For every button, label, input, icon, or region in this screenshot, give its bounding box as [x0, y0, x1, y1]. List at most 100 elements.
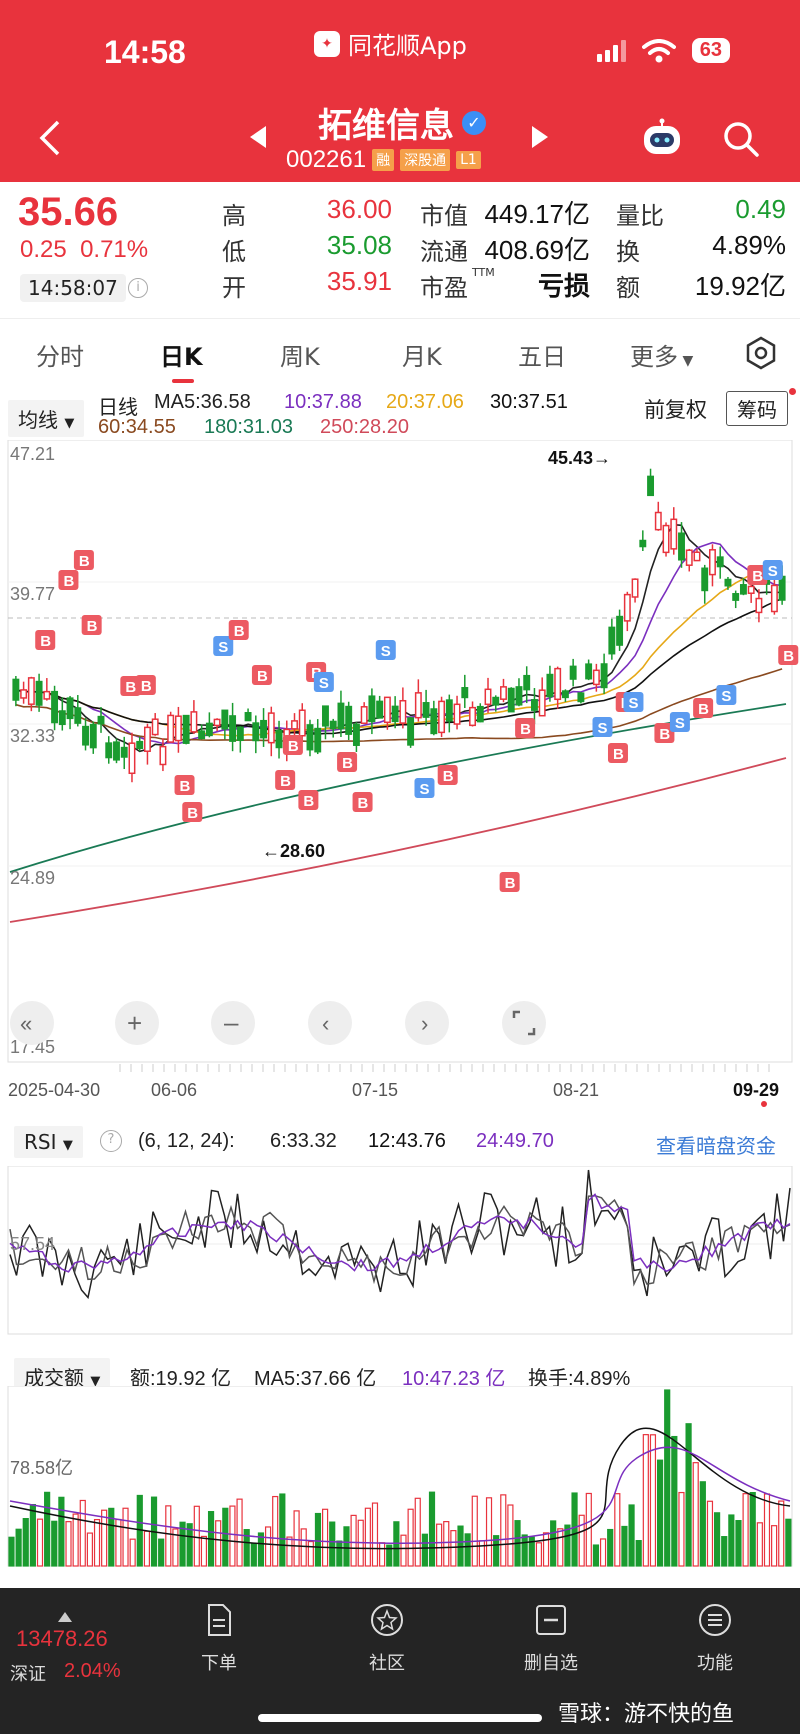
float-label: 流通 [420, 238, 468, 266]
dark-pool-link[interactable]: 查看暗盘资金 [656, 1136, 776, 1158]
buy-marker [337, 752, 358, 772]
rsi-params: (6, 12, 24): [138, 1130, 235, 1152]
back-button[interactable] [36, 118, 64, 166]
tab-more[interactable]: 更多 ▼ [630, 337, 693, 372]
settings-icon[interactable] [744, 336, 778, 370]
volume-bar-down [571, 1492, 578, 1567]
candle-down [701, 567, 709, 592]
candle-down [182, 714, 190, 744]
buy-marker [174, 775, 195, 795]
rsi-plot-frame [7, 1166, 793, 1335]
volume-bar-up [236, 1498, 243, 1567]
volume-bar-up [65, 1521, 72, 1567]
candle-down [732, 593, 740, 601]
kline-chart[interactable]: BBBBBBBBSBBBBBBSBBSSBBBSBBSBSBSBSB 45.43… [0, 440, 800, 1120]
candle-up [623, 593, 631, 622]
ma10-value: 10:37.88 [284, 391, 362, 413]
help-icon[interactable]: ? [100, 1130, 122, 1152]
x-tick-1: 06-06 [151, 1080, 197, 1100]
info-icon[interactable]: i [128, 278, 148, 298]
candle-up [43, 690, 51, 700]
volume-bar-up [193, 1505, 200, 1567]
order-button[interactable]: 下单 [174, 1602, 264, 1675]
volume-bar-down [58, 1496, 65, 1567]
adjust-mode[interactable]: 前复权 [644, 399, 707, 422]
volume-bar-up [535, 1542, 543, 1567]
candle-down [530, 699, 538, 711]
sell-marker [375, 640, 396, 660]
prev-stock-button[interactable] [248, 124, 268, 157]
notification-dot [789, 388, 796, 395]
mcap-label: 市值 [420, 202, 468, 230]
candle-up [143, 726, 151, 752]
next-stock-button[interactable] [530, 124, 550, 157]
stock-code: 002261 [286, 146, 367, 173]
candle-down [329, 720, 337, 730]
candle-down [205, 722, 213, 737]
candle-down [445, 699, 453, 722]
candle-up [174, 715, 182, 742]
candle-down [569, 665, 577, 680]
rsi-chart: 57.54 [7, 1166, 793, 1335]
candle-down [492, 696, 500, 706]
tag-margin: 融 [372, 149, 395, 171]
scroll-left-button[interactable] [308, 1001, 352, 1045]
search-icon[interactable] [722, 120, 760, 158]
rsi-level-label: 57.54 [10, 1234, 55, 1254]
buy-marker-label: B [288, 738, 299, 755]
volume-bar-up [86, 1532, 93, 1567]
remove-watchlist-button[interactable]: 删自选 [506, 1602, 596, 1675]
high-label: 高 [222, 202, 246, 230]
sell-marker [414, 778, 435, 798]
collapse-button[interactable] [10, 1001, 54, 1045]
tab-intraday[interactable]: 分时 [36, 343, 84, 371]
functions-button[interactable]: 功能 [670, 1602, 760, 1675]
candle-down [314, 727, 322, 753]
buy-marker [251, 665, 272, 685]
community-button[interactable]: 社区 [342, 1602, 432, 1675]
ma250-line [9, 757, 787, 923]
y-tick-2: 32.33 [10, 726, 55, 746]
zoom-in-button[interactable] [115, 1001, 159, 1045]
app-name: 同花顺App [348, 32, 467, 60]
tab-daily-k[interactable]: 日K [160, 343, 203, 371]
candle-down [647, 475, 655, 497]
volume-bar-up [379, 1542, 386, 1567]
buy-marker-label: B [257, 668, 268, 685]
index-value[interactable]: 13478.26 [16, 1626, 108, 1651]
candle-up [747, 585, 755, 594]
candle-down [778, 575, 786, 601]
fullscreen-button[interactable] [502, 1001, 546, 1045]
zoom-out-button[interactable] [211, 1001, 255, 1045]
volume-bar-down [179, 1521, 186, 1567]
robot-assistant-icon[interactable] [640, 118, 684, 158]
tab-monthly-k[interactable]: 月K [402, 343, 442, 371]
tab-weekly-k[interactable]: 周K [280, 343, 320, 371]
volume-bar-down [243, 1529, 250, 1567]
tag-connect: 深股通 [400, 149, 451, 171]
scroll-right-button[interactable] [405, 1001, 449, 1045]
candle-up [213, 718, 221, 727]
rsi-dropdown[interactable]: RSI ▼ [14, 1126, 83, 1158]
ma10-line [15, 541, 783, 745]
candle-up [631, 578, 639, 598]
low-label: 低 [222, 238, 246, 266]
tab-five-day[interactable]: 五日 [518, 343, 566, 371]
volume-bar-down [51, 1520, 58, 1567]
candle-up [693, 551, 701, 562]
sell-marker [669, 712, 690, 732]
float-value: 408.69亿 [484, 235, 590, 265]
chip-button[interactable]: 筹码 [726, 391, 788, 426]
candle-down [260, 719, 268, 739]
plus-icon: + [127, 1008, 142, 1038]
buy-marker [282, 735, 303, 755]
period-label: 日线 [98, 397, 138, 419]
ma5-line [15, 523, 783, 753]
double-chevron-left-icon: « [20, 1011, 32, 1036]
candle-down [561, 690, 569, 699]
ma-dropdown[interactable]: 均线 ▼ [8, 400, 85, 437]
volume-bar-up [542, 1532, 550, 1567]
quote-time: 14:58:07 [20, 274, 126, 302]
buy-marker-label: B [79, 553, 90, 570]
x-tick-3: 08-21 [553, 1080, 599, 1100]
